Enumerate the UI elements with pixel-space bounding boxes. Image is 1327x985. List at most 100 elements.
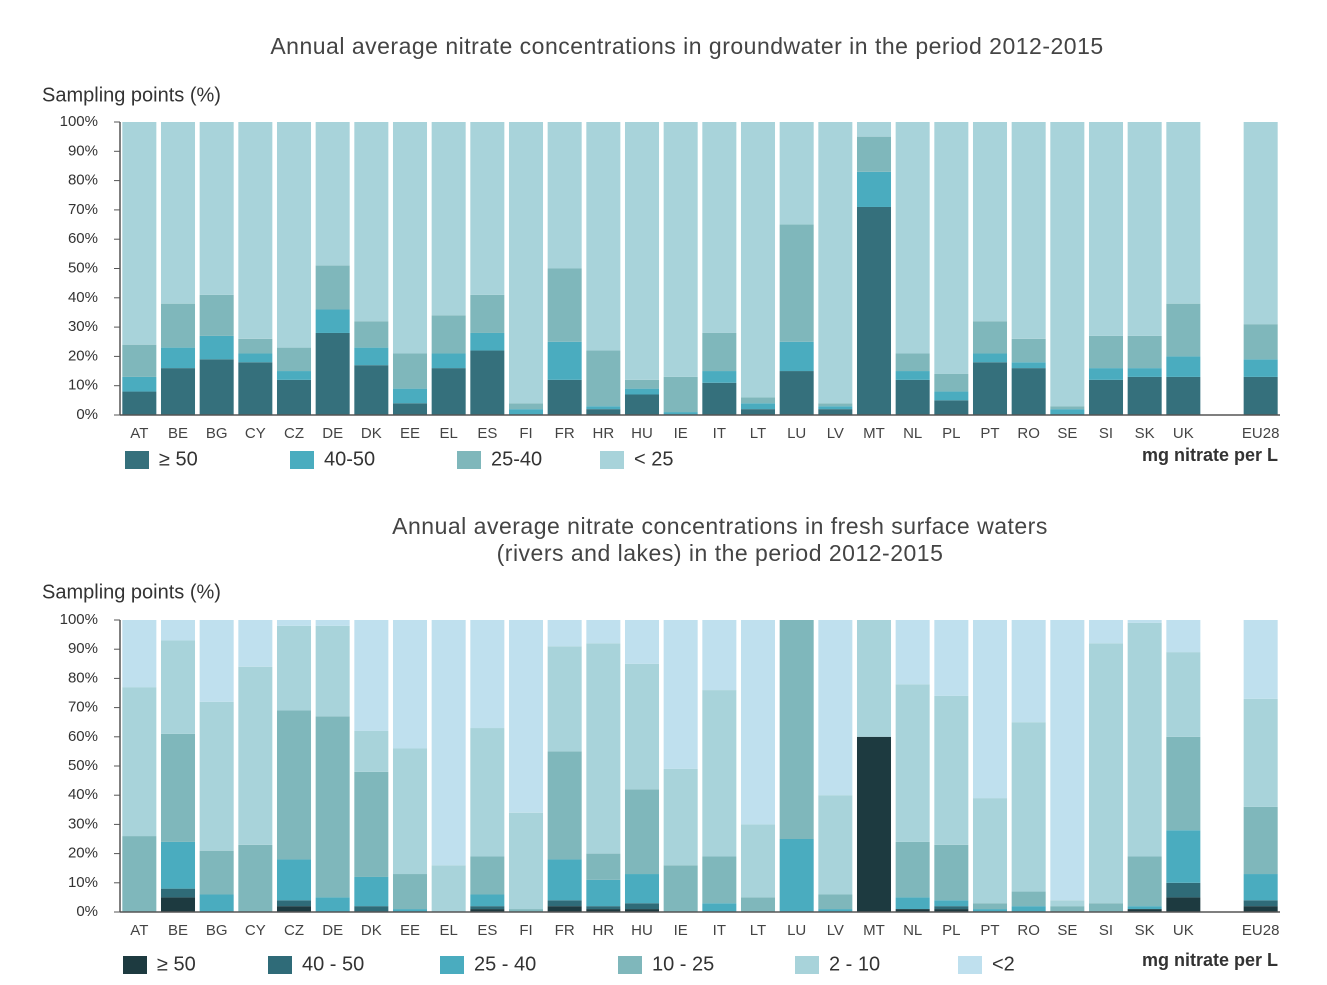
y-tick-label: 0% (76, 406, 98, 423)
bar-segment (547, 900, 582, 907)
bar-segment (1166, 736, 1201, 831)
bar-segment (1127, 856, 1162, 907)
legend-label: ≥ 50 (157, 953, 196, 975)
x-tick-label: LT (750, 922, 766, 939)
bar-segment (624, 388, 660, 395)
bar-segment (238, 666, 273, 845)
bar-segment (818, 122, 853, 404)
bar-segment (238, 338, 273, 354)
bar-segment (315, 625, 350, 717)
bar-segment (934, 695, 969, 845)
bar-segment (818, 795, 853, 895)
bar-segment (1011, 906, 1046, 912)
bar-segment (470, 332, 505, 351)
x-tick-label: CY (245, 425, 266, 442)
bar-segment (431, 315, 466, 354)
x-tick-label: DK (361, 922, 382, 939)
x-tick-label: BE (168, 922, 188, 939)
bar-segment (238, 620, 273, 667)
bar-segment (1050, 906, 1085, 912)
x-tick-label: SI (1099, 425, 1113, 442)
bar-segment (160, 368, 196, 415)
y-tick-label: 100% (60, 113, 98, 130)
bar-segment (702, 122, 737, 333)
y-tick-label: 30% (68, 815, 98, 832)
x-tick-label: EE (400, 922, 420, 939)
bar-segment (1243, 359, 1278, 377)
bar-segment (624, 122, 660, 380)
bar-segment (160, 347, 196, 369)
x-tick-label: PT (980, 425, 999, 442)
bar-segment (1011, 722, 1046, 892)
bar-segment (934, 844, 969, 901)
bar-segment (1243, 620, 1278, 699)
bar-segment (276, 620, 312, 626)
bar-segment (972, 903, 1008, 910)
bar-segment (315, 716, 350, 898)
bar-segment (470, 350, 505, 415)
bar-segment (354, 620, 389, 731)
bar-segment (624, 909, 660, 912)
bar-segment (508, 812, 544, 910)
bar-segment (199, 359, 234, 415)
bar-segment (702, 620, 737, 691)
bar-segment (199, 701, 234, 851)
bar-segment (1050, 406, 1085, 410)
bar-segment (1127, 909, 1162, 912)
bar-segment (276, 625, 312, 711)
bar-segment (1011, 620, 1046, 723)
bar-segment (779, 122, 814, 225)
bar-segment (895, 684, 930, 842)
bar-segment (315, 897, 350, 912)
bar-segment (508, 620, 544, 813)
x-tick-label: PT (980, 922, 999, 939)
x-tick-label: FI (519, 425, 532, 442)
bar-segment (740, 620, 776, 825)
bar-segment (856, 620, 892, 737)
y-tick-label: 20% (68, 347, 98, 364)
bar-segment (972, 321, 1008, 354)
bar-segment (934, 122, 969, 374)
x-tick-label: BG (206, 922, 228, 939)
bar-segment (624, 789, 660, 875)
bar-segment (1088, 368, 1124, 380)
bar-segment (856, 122, 892, 137)
bar-segment (1243, 906, 1278, 912)
bar-segment (663, 768, 698, 866)
x-tick-label: CY (245, 922, 266, 939)
bar-segment (122, 687, 157, 837)
bar-segment (663, 865, 698, 912)
x-tick-label: PL (942, 922, 960, 939)
bar-segment (1050, 620, 1085, 901)
bar-segment (547, 620, 582, 647)
x-tick-label: HU (631, 425, 653, 442)
y-tick-label: 10% (68, 874, 98, 891)
bar-segment (818, 894, 853, 910)
y-tick-label: 60% (68, 230, 98, 247)
bar-segment (1127, 335, 1162, 369)
x-tick-label: ES (477, 425, 497, 442)
legend-swatch (290, 451, 314, 469)
y-tick-label: 60% (68, 728, 98, 745)
x-tick-label: DE (322, 425, 343, 442)
bar-segment (934, 909, 969, 912)
y-tick-label: 70% (68, 699, 98, 716)
bar-segment (1127, 376, 1162, 415)
bar-segment (1127, 906, 1162, 910)
bar-segment (663, 122, 698, 377)
bar-segment (740, 409, 776, 415)
y-tick-label: 40% (68, 786, 98, 803)
bar-segment (276, 347, 312, 372)
x-tick-label: HU (631, 922, 653, 939)
bar-segment (122, 836, 157, 912)
bar-segment (1127, 620, 1162, 623)
y-tick-label: 90% (68, 142, 98, 159)
bar-segment (238, 122, 273, 339)
bar-segment (470, 122, 505, 295)
x-tick-label: CZ (284, 922, 304, 939)
bar-segment (354, 122, 389, 322)
bar-segment (702, 371, 737, 383)
legend-label: 40-50 (324, 448, 375, 470)
bar-segment (624, 903, 660, 910)
bar-segment (1088, 620, 1124, 644)
